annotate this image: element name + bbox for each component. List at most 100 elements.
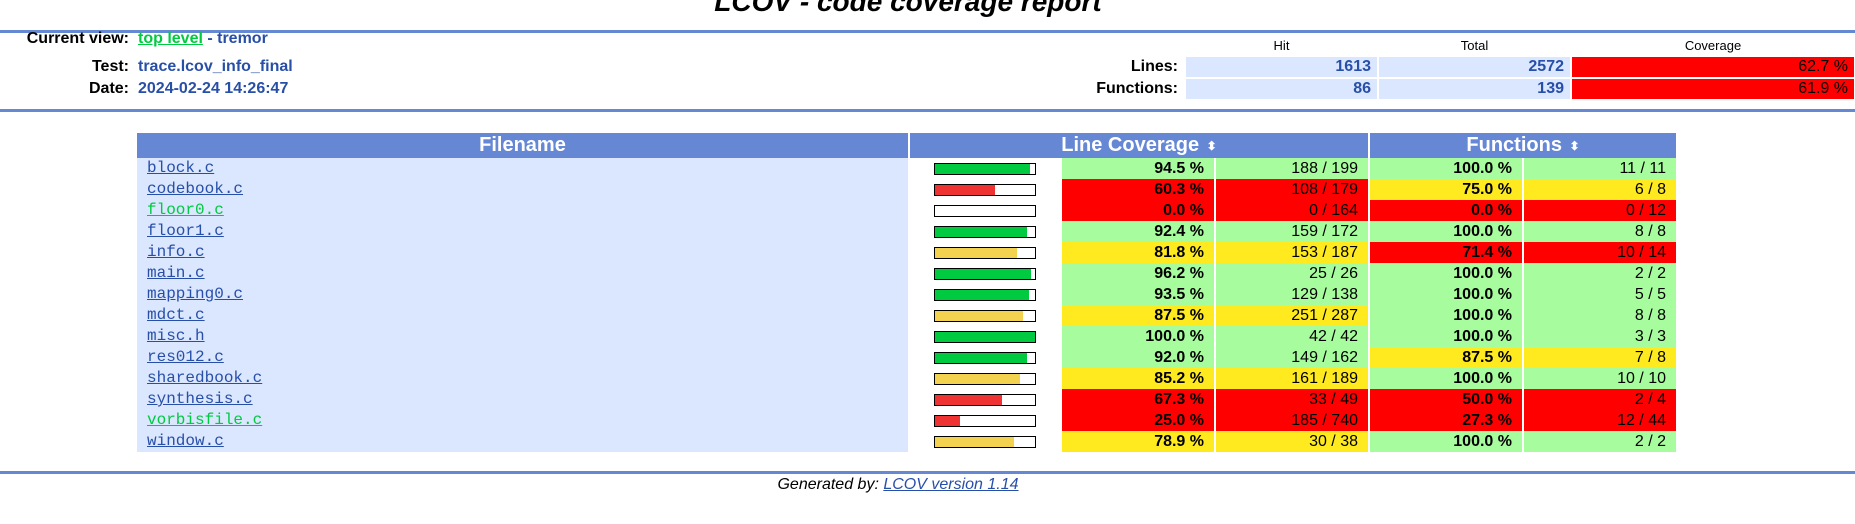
line-coverage-percent: 81.8 % <box>1062 242 1214 263</box>
file-link[interactable]: floor1.c <box>147 222 224 240</box>
function-coverage-percent: 0.0 % <box>1370 200 1522 221</box>
file-link[interactable]: misc.h <box>147 327 205 345</box>
top-level-link[interactable]: top level <box>138 30 203 47</box>
file-link[interactable]: mdct.c <box>147 306 205 324</box>
table-row: mdct.c 87.5 % 251 / 287 100.0 % 8 / 8 <box>137 305 1676 326</box>
function-coverage-percent: 100.0 % <box>1370 431 1522 452</box>
coverage-bar-fill <box>935 227 1027 237</box>
table-row: vorbisfile.c 25.0 % 185 / 740 27.3 % 12 / 44 <box>137 410 1676 431</box>
view-separator: - <box>203 30 217 47</box>
file-link[interactable]: codebook.c <box>147 180 243 198</box>
line-coverage-percent: 0.0 % <box>1062 200 1214 221</box>
date-value: 2024-02-24 14:26:47 <box>138 79 288 99</box>
coverage-bar-cell <box>910 389 1060 410</box>
function-coverage-count: 10 / 10 <box>1524 368 1676 389</box>
file-link[interactable]: synthesis.c <box>147 390 253 408</box>
test-value: trace.lcov_info_final <box>138 57 293 77</box>
sort-icon[interactable]: ⬍ <box>1570 139 1580 153</box>
line-coverage-count: 188 / 199 <box>1216 158 1368 179</box>
filename-cell: main.c <box>137 263 908 284</box>
function-coverage-count: 0 / 12 <box>1524 200 1676 221</box>
line-coverage-count: 0 / 164 <box>1216 200 1368 221</box>
line-coverage-percent: 25.0 % <box>1062 410 1214 431</box>
generated-by-label: Generated by: <box>777 476 883 493</box>
line-coverage-count: 33 / 49 <box>1216 389 1368 410</box>
coverage-bar-fill <box>935 353 1027 363</box>
filename-cell: sharedbook.c <box>137 368 908 389</box>
coverage-bar-cell <box>910 347 1060 368</box>
filename-cell: mapping0.c <box>137 284 908 305</box>
file-link[interactable]: vorbisfile.c <box>147 411 262 429</box>
test-label: Test: <box>92 57 129 77</box>
coverage-bar-fill <box>935 395 1002 405</box>
file-link[interactable]: main.c <box>147 264 205 282</box>
coverage-bar-fill <box>935 311 1023 321</box>
line-coverage-percent: 67.3 % <box>1062 389 1214 410</box>
line-coverage-percent: 60.3 % <box>1062 179 1214 200</box>
current-view: top level - tremor <box>138 29 268 49</box>
function-coverage-percent: 50.0 % <box>1370 389 1522 410</box>
line-coverage-count: 161 / 189 <box>1216 368 1368 389</box>
coverage-bar-cell <box>910 410 1060 431</box>
file-link[interactable]: info.c <box>147 243 205 261</box>
coverage-bar <box>934 289 1036 301</box>
line-coverage-count: 185 / 740 <box>1216 410 1368 431</box>
file-link[interactable]: sharedbook.c <box>147 369 262 387</box>
page-title: LCOV - code coverage report <box>0 0 1816 20</box>
filename-cell: res012.c <box>137 347 908 368</box>
coverage-bar-fill <box>935 374 1020 384</box>
function-coverage-count: 7 / 8 <box>1524 347 1676 368</box>
coverage-bar-cell <box>910 221 1060 242</box>
function-coverage-count: 6 / 8 <box>1524 179 1676 200</box>
file-link[interactable]: mapping0.c <box>147 285 243 303</box>
filename-cell: vorbisfile.c <box>137 410 908 431</box>
coverage-bar-fill <box>935 269 1031 279</box>
line-coverage-count: 129 / 138 <box>1216 284 1368 305</box>
sort-icon[interactable]: ⬍ <box>1207 139 1217 153</box>
hit-header: Hit <box>1186 38 1377 53</box>
functions-header-label: Functions <box>1466 134 1562 156</box>
coverage-bar <box>934 268 1036 280</box>
table-row: codebook.c 60.3 % 108 / 179 75.0 % 6 / 8 <box>137 179 1676 200</box>
filename-cell: floor0.c <box>137 200 908 221</box>
table-row: sharedbook.c 85.2 % 161 / 189 100.0 % 10 / 1… <box>137 368 1676 389</box>
coverage-bar <box>934 205 1036 217</box>
lines-total: 2572 <box>1379 57 1570 77</box>
filename-cell: synthesis.c <box>137 389 908 410</box>
table-row: synthesis.c 67.3 % 33 / 49 50.0 % 2 / 4 <box>137 389 1676 410</box>
coverage-bar <box>934 352 1036 364</box>
line-coverage-percent: 92.0 % <box>1062 347 1214 368</box>
table-row: floor1.c 92.4 % 159 / 172 100.0 % 8 / 8 <box>137 221 1676 242</box>
line-coverage-count: 159 / 172 <box>1216 221 1368 242</box>
coverage-bar-cell <box>910 305 1060 326</box>
line-coverage-percent: 87.5 % <box>1062 305 1214 326</box>
function-coverage-percent: 87.5 % <box>1370 347 1522 368</box>
line-coverage-percent: 96.2 % <box>1062 263 1214 284</box>
coverage-bar-cell <box>910 158 1060 179</box>
coverage-bar-cell <box>910 263 1060 284</box>
functions-label: Functions: <box>1000 79 1178 99</box>
coverage-bar <box>934 163 1036 175</box>
coverage-bar-cell <box>910 368 1060 389</box>
file-link[interactable]: res012.c <box>147 348 224 366</box>
file-link[interactable]: block.c <box>147 159 214 177</box>
line-coverage-header[interactable]: Line Coverage ⬍ <box>910 133 1368 158</box>
table-row: misc.h 100.0 % 42 / 42 100.0 % 3 / 3 <box>137 326 1676 347</box>
lcov-version-link[interactable]: LCOV version 1.14 <box>883 476 1018 493</box>
filename-cell: window.c <box>137 431 908 452</box>
functions-header[interactable]: Functions ⬍ <box>1370 133 1676 158</box>
file-link[interactable]: floor0.c <box>147 201 224 219</box>
function-coverage-percent: 71.4 % <box>1370 242 1522 263</box>
function-coverage-count: 12 / 44 <box>1524 410 1676 431</box>
coverage-bar <box>934 331 1036 343</box>
function-coverage-count: 2 / 2 <box>1524 263 1676 284</box>
file-link[interactable]: window.c <box>147 432 224 450</box>
lines-hit: 1613 <box>1186 57 1377 77</box>
line-coverage-percent: 100.0 % <box>1062 326 1214 347</box>
lines-coverage: 62.7 % <box>1572 57 1854 77</box>
line-coverage-count: 30 / 38 <box>1216 431 1368 452</box>
table-row: mapping0.c 93.5 % 129 / 138 100.0 % 5 / 5 <box>137 284 1676 305</box>
line-coverage-percent: 85.2 % <box>1062 368 1214 389</box>
coverage-table: Filename Line Coverage ⬍ Functions ⬍ blo… <box>135 133 1678 452</box>
function-coverage-count: 10 / 14 <box>1524 242 1676 263</box>
